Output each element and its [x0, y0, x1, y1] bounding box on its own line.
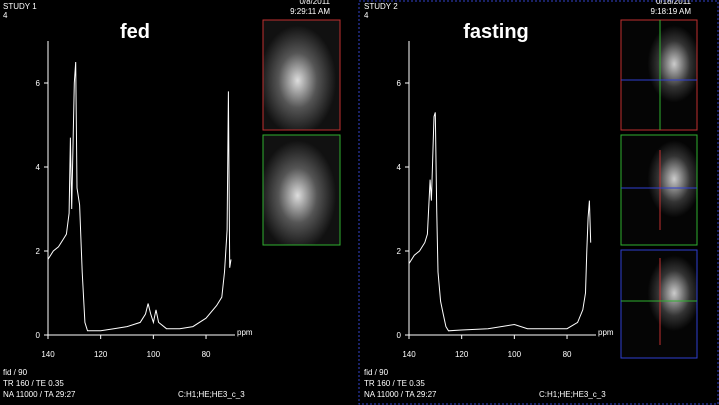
x-tick-label: 140 — [41, 350, 55, 359]
y-tick-label: 4 — [397, 163, 402, 172]
active-panel-border — [358, 0, 719, 405]
y-tick-label: 2 — [36, 247, 41, 256]
acq-param: NA 11000 / TA 29:27 — [3, 390, 76, 399]
study-time: 9:18:19 AM — [651, 7, 692, 16]
acq-param: fid / 90 — [3, 368, 28, 377]
study-label: STUDY 2 — [364, 2, 398, 11]
y-tick-label: 0 — [36, 331, 41, 340]
acq-param: TR 160 / TE 0.35 — [364, 379, 425, 388]
study-number: 4 — [364, 11, 369, 20]
x-tick-label: 80 — [563, 350, 572, 359]
spectrum-line — [47, 61, 232, 332]
y-tick-label: 2 — [397, 247, 402, 256]
study-date: 0/8/2011 — [299, 0, 330, 6]
y-tick-label: 6 — [397, 79, 402, 88]
x-tick-label: 140 — [402, 350, 416, 359]
study-number: 4 — [3, 11, 8, 20]
acq-param: TR 160 / TE 0.35 — [3, 379, 64, 388]
x-tick-label: 80 — [202, 350, 211, 359]
y-tick-label: 6 — [36, 79, 41, 88]
x-tick-label: 100 — [147, 350, 161, 359]
x-axis-label: ppm — [237, 328, 253, 337]
condition-label: fasting — [463, 21, 529, 43]
acq-param: fid / 90 — [364, 368, 389, 377]
coil-label: C:H1;HE;HE3_c_3 — [539, 390, 606, 399]
y-tick-label: 0 — [397, 331, 402, 340]
acq-param: NA 11000 / TA 29:27 — [364, 390, 437, 399]
thumbnails — [262, 19, 698, 359]
coil-label: C:H1;HE;HE3_c_3 — [178, 390, 245, 399]
study-label: STUDY 1 — [3, 2, 37, 11]
y-tick-label: 4 — [36, 163, 41, 172]
x-tick-label: 120 — [94, 350, 108, 359]
x-axis-label: ppm — [598, 328, 614, 337]
condition-label: fed — [120, 21, 150, 43]
x-tick-label: 120 — [455, 350, 469, 359]
spectrum-line — [408, 112, 592, 332]
study-time: 9:29:11 AM — [290, 7, 330, 16]
study-date: 0/18/2011 — [656, 0, 692, 6]
x-tick-label: 100 — [508, 350, 522, 359]
